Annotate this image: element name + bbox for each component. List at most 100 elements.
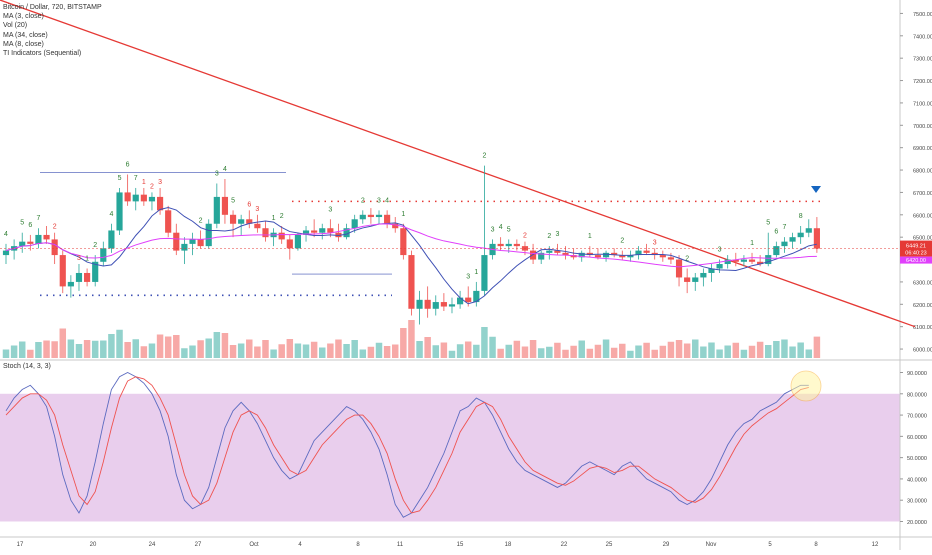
candle-body (92, 261, 99, 282)
candle-body (124, 192, 131, 202)
candle-body (692, 277, 699, 282)
legend-line-ma8: MA (8, close) (3, 40, 44, 48)
sequential-count-label: 6 (126, 162, 130, 169)
time-tick-label: 4 (298, 542, 302, 548)
candle-body (724, 259, 731, 265)
volume-bar (473, 344, 480, 358)
volume-bar (610, 347, 618, 358)
legend-title: Bitcoin / Dollar, 720, BITSTAMP (3, 4, 102, 11)
volume-bar (651, 349, 658, 358)
price-tick-label: 7400.00 (913, 34, 932, 40)
stoch-tick-label: 50.0000 (907, 456, 927, 462)
volume-bar (189, 345, 196, 358)
sequential-count-label: 5 (766, 220, 770, 227)
volume-bar (197, 340, 204, 358)
current-price-badge (900, 240, 932, 257)
ma34-line (5, 223, 817, 268)
price-tick-label: 6800.00 (913, 169, 932, 175)
volume-bar (481, 327, 488, 358)
sequential-count-label: 2 (523, 233, 527, 240)
volume-bar (724, 345, 731, 358)
volume-bar (319, 347, 326, 358)
sequential-count-label: 1 (750, 240, 754, 247)
candle-body (675, 259, 683, 278)
candle-body (586, 252, 593, 256)
legend-line-ma34: MA (34, close) (3, 31, 48, 39)
candle-body (302, 230, 310, 235)
volume-bar (335, 339, 342, 358)
candle-body (748, 259, 756, 262)
candle-body (392, 223, 399, 229)
candle-body (35, 234, 42, 244)
volume-bar (140, 346, 148, 358)
candle-body (84, 272, 91, 282)
volume-bar (432, 345, 440, 358)
volume-bar (302, 344, 310, 358)
price-tick-label: 6100.00 (913, 325, 932, 331)
time-tick-label: 11 (397, 542, 404, 548)
sequential-count-label: 5 (231, 197, 235, 204)
candle-body (213, 196, 220, 224)
candle-body (286, 239, 293, 249)
volume-bar (400, 328, 407, 358)
sequential-count-label: 3 (718, 247, 722, 254)
time-tick-label: 27 (195, 542, 202, 548)
volume-bar (229, 345, 237, 358)
stoch-tick-label: 30.0000 (907, 499, 927, 505)
volume-bar (132, 339, 139, 358)
sequential-count-label: 1 (142, 179, 146, 186)
price-tick-label: 6200.00 (913, 303, 932, 309)
sell-arrow-icon (811, 186, 821, 193)
candle-body (505, 243, 512, 247)
volume-bar (278, 344, 285, 358)
candle-body (181, 243, 188, 251)
sequential-count-label: 8 (799, 213, 803, 220)
volume-bar (148, 343, 156, 358)
volume-bar (237, 343, 245, 358)
sequential-count-label: 2 (361, 197, 365, 204)
candle-body (140, 194, 147, 202)
candle-body (797, 232, 804, 238)
volume-bar (221, 333, 229, 358)
volume-bar (716, 349, 723, 358)
stoch-tick-label: 40.0000 (907, 477, 927, 483)
sequential-count-label: 3 (555, 231, 559, 238)
candle-body (424, 299, 431, 309)
candle-body (67, 281, 74, 287)
volume-bar (789, 346, 796, 358)
time-tick-label: 18 (505, 542, 512, 548)
sequential-count-label: 2 (685, 256, 689, 263)
candle-body (400, 228, 407, 256)
chart-legend: Bitcoin / Dollar, 720, BITSTAMP MA (3, c… (3, 3, 102, 58)
volume-bar (521, 346, 529, 358)
candle-body (513, 243, 520, 247)
stoch-tick-label: 20.0000 (907, 520, 927, 526)
sequential-count-label: 1 (272, 215, 276, 222)
candle-body (100, 248, 107, 262)
candle-body (2, 250, 10, 256)
candle-body (546, 250, 553, 253)
ma8-line (5, 207, 817, 305)
volume-bar (586, 348, 594, 358)
candle-body (805, 228, 812, 233)
volume-bar (546, 346, 553, 358)
candle-body (789, 237, 796, 242)
sequential-count-label: 2 (199, 217, 203, 224)
candle-body (311, 230, 318, 233)
time-tick-label: 8 (814, 542, 818, 548)
candle-body (229, 214, 237, 224)
candle-body (651, 252, 658, 256)
candle-body (278, 232, 285, 240)
volume-bar (100, 340, 107, 358)
volume-bar (164, 336, 172, 358)
volume-bar (554, 342, 561, 358)
candle-body (659, 255, 666, 258)
sequential-count-label: 2 (547, 233, 551, 240)
price-tick-label: 6000.00 (913, 348, 932, 354)
time-tick-label: 24 (149, 542, 156, 548)
volume-bar (675, 340, 683, 358)
candle-body (643, 250, 650, 253)
volume-bar (205, 338, 212, 358)
